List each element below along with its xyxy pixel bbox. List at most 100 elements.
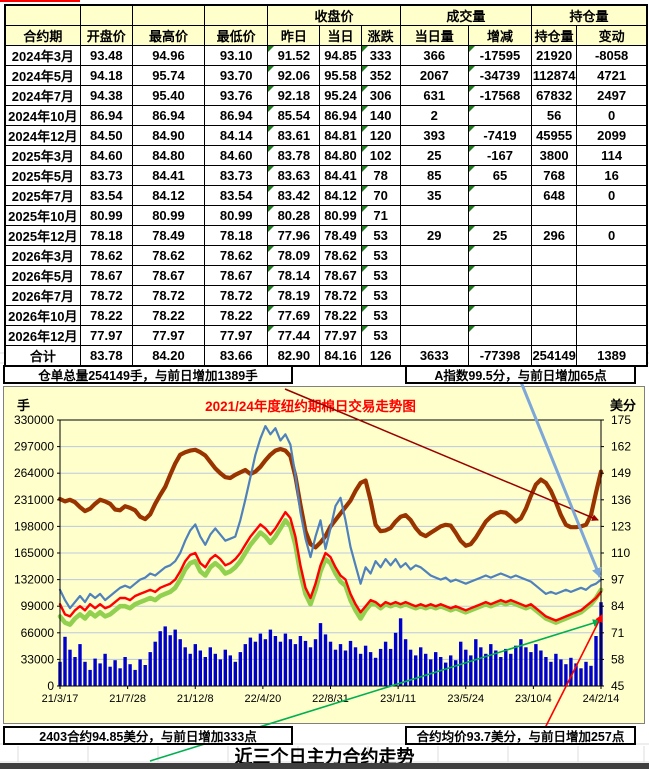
cell[interactable]: 2067 <box>399 65 469 86</box>
cell[interactable]: 2025年5月 <box>4 165 81 186</box>
cell[interactable]: 306 <box>360 85 401 106</box>
cell[interactable]: 35 <box>399 185 469 206</box>
cell[interactable]: 83.78 <box>267 145 321 166</box>
column-header[interactable]: 昨日 <box>267 25 321 46</box>
cell[interactable]: 78.62 <box>79 245 133 266</box>
cell[interactable]: 83.63 <box>267 165 321 186</box>
cell[interactable]: 95.58 <box>319 65 362 86</box>
cell[interactable]: 366 <box>399 45 469 66</box>
cell[interactable]: 78.09 <box>267 245 321 266</box>
cell[interactable]: 77.97 <box>319 325 362 346</box>
cell[interactable]: 78.67 <box>79 265 133 286</box>
cell[interactable] <box>467 325 533 346</box>
cell[interactable]: 85.54 <box>267 105 321 126</box>
cell[interactable]: 1389 <box>576 345 648 367</box>
cell[interactable]: 80.99 <box>79 205 133 226</box>
cell[interactable]: 77.96 <box>267 225 321 246</box>
cell[interactable]: 56 <box>531 105 578 126</box>
cell[interactable]: 85 <box>399 165 469 186</box>
cell[interactable]: 53 <box>360 285 401 306</box>
cell[interactable]: 84.60 <box>204 145 269 166</box>
cell[interactable]: 83.66 <box>204 345 269 367</box>
cell[interactable]: 83.54 <box>79 185 133 206</box>
cell[interactable]: 67832 <box>531 85 578 106</box>
cell[interactable] <box>576 305 648 326</box>
cell[interactable]: 2026年7月 <box>4 285 81 306</box>
cell[interactable]: 83.78 <box>79 345 133 367</box>
cell[interactable]: 78.67 <box>319 265 362 286</box>
cell[interactable]: 2025年3月 <box>4 145 81 166</box>
cell[interactable]: 93.48 <box>79 45 133 66</box>
cell[interactable]: 92.06 <box>267 65 321 86</box>
cell[interactable] <box>399 205 469 226</box>
cell[interactable]: 80.28 <box>267 205 321 226</box>
cell[interactable]: 84.12 <box>131 185 206 206</box>
column-header[interactable]: 持仓量 <box>531 25 578 46</box>
cell[interactable]: 393 <box>399 125 469 146</box>
cell[interactable]: 78.62 <box>131 245 206 266</box>
cell[interactable]: 77.97 <box>79 325 133 346</box>
cell[interactable]: 83.73 <box>204 165 269 186</box>
cell[interactable]: 2024年3月 <box>4 45 81 66</box>
cell[interactable]: 2024年5月 <box>4 65 81 86</box>
cell[interactable]: 86.94 <box>204 105 269 126</box>
cell[interactable]: 78.22 <box>319 305 362 326</box>
cell[interactable] <box>576 285 648 306</box>
cell[interactable] <box>467 185 533 206</box>
column-header[interactable]: 增减 <box>467 25 533 46</box>
cell[interactable]: 84.16 <box>319 345 362 367</box>
cell[interactable]: 82.90 <box>267 345 321 367</box>
cell[interactable]: 78.49 <box>131 225 206 246</box>
cell[interactable]: 84.14 <box>204 125 269 146</box>
cell[interactable]: 2026年10月 <box>4 305 81 326</box>
cell[interactable]: 78.19 <box>267 285 321 306</box>
cell[interactable]: 2025年12月 <box>4 225 81 246</box>
cell[interactable]: 78.67 <box>131 265 206 286</box>
cell[interactable]: 78.14 <box>267 265 321 286</box>
cell[interactable]: 77.97 <box>131 325 206 346</box>
cell[interactable]: -167 <box>467 145 533 166</box>
cell[interactable]: 65 <box>467 165 533 186</box>
cell[interactable] <box>399 325 469 346</box>
cell[interactable]: 120 <box>360 125 401 146</box>
cell[interactable]: 631 <box>399 85 469 106</box>
cell[interactable]: 53 <box>360 305 401 326</box>
cell[interactable]: 16 <box>576 165 648 186</box>
cell[interactable] <box>467 205 533 226</box>
cell[interactable]: 83.73 <box>79 165 133 186</box>
cell[interactable]: 112874 <box>531 65 578 86</box>
cell[interactable] <box>467 285 533 306</box>
cell[interactable]: 126 <box>360 345 401 367</box>
cell[interactable]: 53 <box>360 265 401 286</box>
cell[interactable]: 78.22 <box>79 305 133 326</box>
cell[interactable]: 3800 <box>531 145 578 166</box>
cell[interactable]: 78.22 <box>131 305 206 326</box>
cell[interactable]: 4721 <box>576 65 648 86</box>
cell[interactable]: 2024年12月 <box>4 125 81 146</box>
cell[interactable]: 94.96 <box>131 45 206 66</box>
cell[interactable] <box>531 245 578 266</box>
cell[interactable]: 2025年10月 <box>4 205 81 226</box>
cell[interactable]: 84.80 <box>319 145 362 166</box>
cell[interactable]: 84.50 <box>79 125 133 146</box>
cell[interactable]: 86.94 <box>319 105 362 126</box>
cell[interactable]: 0 <box>576 225 648 246</box>
cell[interactable]: 95.24 <box>319 85 362 106</box>
cell[interactable]: 84.80 <box>131 145 206 166</box>
cell[interactable] <box>399 265 469 286</box>
cell[interactable]: 2497 <box>576 85 648 106</box>
cell[interactable]: 93.10 <box>204 45 269 66</box>
cell[interactable]: 86.94 <box>131 105 206 126</box>
cell[interactable]: 53 <box>360 245 401 266</box>
cell[interactable]: 45955 <box>531 125 578 146</box>
cell[interactable]: 77.97 <box>204 325 269 346</box>
cell[interactable]: 86.94 <box>79 105 133 126</box>
cell[interactable]: -7419 <box>467 125 533 146</box>
cell[interactable]: 78.67 <box>204 265 269 286</box>
cell[interactable]: 94.85 <box>319 45 362 66</box>
cell[interactable]: 71 <box>360 205 401 226</box>
cell[interactable]: 102 <box>360 145 401 166</box>
cell[interactable] <box>467 105 533 126</box>
cell[interactable] <box>531 305 578 326</box>
cell[interactable]: 2024年10月 <box>4 105 81 126</box>
